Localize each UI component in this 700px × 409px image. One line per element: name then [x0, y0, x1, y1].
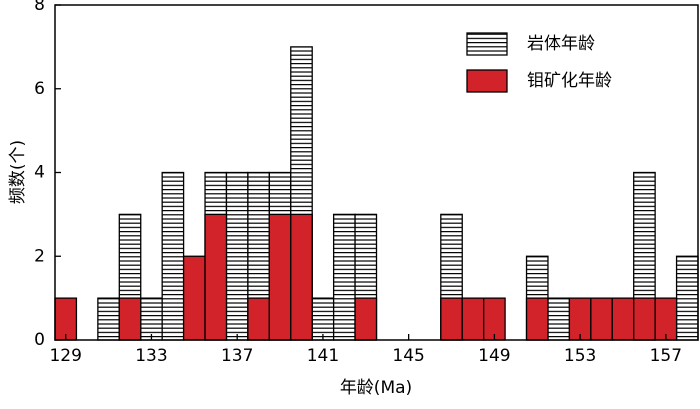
legend-label: 岩体年龄: [527, 34, 595, 54]
x-tick-label: 129: [49, 346, 81, 366]
bar: [332, 213, 356, 341]
bar: [225, 171, 249, 341]
x-tick-label: 149: [478, 346, 510, 366]
y-tick-label: 4: [34, 163, 45, 183]
y-tick-label: 2: [34, 246, 45, 266]
bar: [611, 297, 635, 341]
x-axis-label: 年龄(Ma): [340, 378, 412, 398]
bar: [204, 213, 228, 341]
x-tick-label: 157: [650, 346, 682, 366]
bar: [268, 213, 292, 341]
bar: [461, 297, 485, 341]
y-tick-label: 8: [34, 0, 45, 15]
bar: [140, 297, 163, 341]
bar: [118, 297, 142, 341]
bar: [311, 297, 335, 341]
legend-label: 钼矿化年龄: [527, 71, 612, 91]
bar: [290, 213, 313, 341]
bar: [547, 297, 571, 341]
legend-swatch: [466, 69, 508, 93]
bar: [354, 297, 378, 341]
bar: [568, 297, 592, 341]
bar: [161, 171, 185, 341]
x-tick-label: 133: [135, 346, 167, 366]
bar: [54, 297, 78, 341]
bar: [654, 297, 678, 341]
x-tick-label: 137: [221, 346, 253, 366]
bar: [525, 297, 549, 341]
x-tick-label: 141: [307, 346, 339, 366]
bar: [247, 297, 270, 341]
bar: [182, 255, 206, 341]
plot-frame: [54, 4, 699, 341]
x-tick-label: 153: [564, 346, 596, 366]
bar: [483, 297, 506, 341]
y-axis-label: 频数(个): [8, 140, 28, 204]
bar: [590, 297, 613, 341]
x-tick-label: 145: [392, 346, 424, 366]
legend-swatch: [466, 32, 508, 56]
y-tick-label: 6: [34, 79, 45, 99]
y-tick-label: 0: [34, 330, 45, 350]
bar: [675, 255, 699, 341]
bar: [633, 297, 656, 341]
bar: [440, 297, 463, 341]
bar: [97, 297, 120, 341]
